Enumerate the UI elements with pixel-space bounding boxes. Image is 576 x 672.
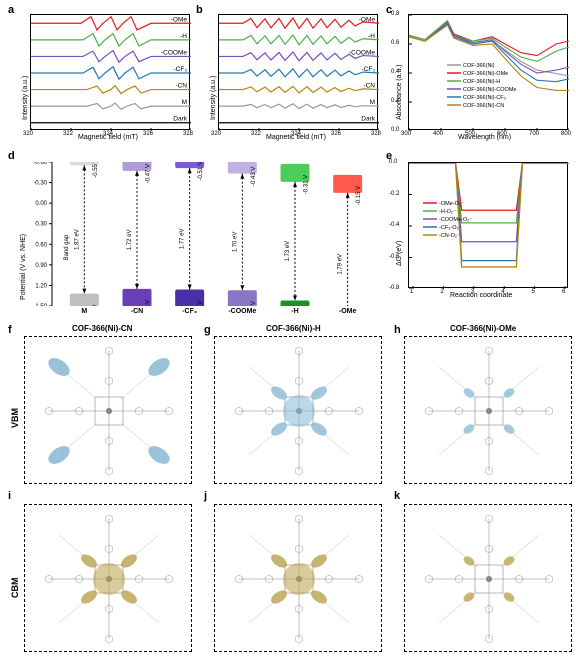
ylabel-a: Intensity (a.u.) bbox=[22, 76, 29, 120]
svg-text:1.50: 1.50 bbox=[35, 304, 47, 306]
svg-text:1.32 V: 1.32 V bbox=[93, 305, 99, 306]
svg-text:1.27 V: 1.27 V bbox=[251, 301, 257, 306]
svg-text:M: M bbox=[182, 99, 187, 106]
svg-text:-CN: -CN bbox=[363, 83, 375, 90]
ylabel-c: Absorbance (a.u.) bbox=[396, 64, 403, 120]
svg-text:0.60: 0.60 bbox=[35, 242, 47, 248]
svg-text:-COOMe: -COOMe bbox=[349, 49, 375, 56]
svg-text:-0.30: -0.30 bbox=[34, 181, 48, 187]
svg-text:-H: -H bbox=[180, 33, 187, 40]
epr-plot-b: -OMe-H-COOMe-CF₃-CNMDark320322324326328 bbox=[218, 14, 378, 130]
svg-text:-0.15 V: -0.15 V bbox=[356, 186, 362, 205]
title-g: COF-366(Ni)-H bbox=[266, 324, 321, 333]
mol-panel-j bbox=[214, 504, 382, 652]
label-h: h bbox=[394, 324, 401, 336]
mol-panel-f bbox=[24, 336, 192, 484]
svg-text:-0.43 V: -0.43 V bbox=[251, 167, 257, 186]
row-vbm: VBM bbox=[10, 408, 20, 428]
svg-text:COF-366(Ni)-H: COF-366(Ni)-H bbox=[463, 79, 500, 85]
row-cbm: CBM bbox=[10, 578, 20, 599]
svg-text:-OMe: -OMe bbox=[359, 16, 376, 23]
svg-text:COF-366(Ni)-CN: COF-366(Ni)-CN bbox=[463, 103, 504, 109]
uvvis-plot: COF-366(Ni) COF-366(Ni)-OMe COF-366(Ni)-H C… bbox=[408, 14, 568, 130]
svg-text:-CF₃: -CF₃ bbox=[174, 66, 188, 73]
band-diagram: -0.60 -0.30 0.00 0.30 0.60 0.90 1.20 1.50 -0.55 … bbox=[34, 162, 380, 306]
svg-text:COF-366(Ni): COF-366(Ni) bbox=[463, 63, 495, 69]
xlabel-c: Wavelength (nm) bbox=[458, 134, 511, 141]
label-a: a bbox=[8, 4, 14, 16]
svg-text:1.73 eV: 1.73 eV bbox=[285, 241, 291, 262]
ylabel-d: Potential (V vs. NHE) bbox=[20, 234, 27, 300]
mol-panel-k bbox=[404, 504, 572, 652]
dg-plot: -OMe-O₂⁻-H-O₂⁻-COOMe-O₂⁻-CF₃-O₂⁻-CN-O₂⁻1… bbox=[408, 162, 568, 288]
mol-panel-h bbox=[404, 336, 572, 484]
svg-text:1.79 eV: 1.79 eV bbox=[338, 254, 344, 275]
label-g: g bbox=[204, 324, 211, 336]
label-j: j bbox=[204, 490, 207, 502]
svg-text:-CF₃: -CF₃ bbox=[362, 66, 376, 73]
svg-text:-OMe: -OMe bbox=[171, 16, 188, 23]
ylabel-e: ΔG (eV) bbox=[396, 241, 403, 266]
label-d: d bbox=[8, 150, 15, 162]
svg-text:1.87 eV: 1.87 eV bbox=[74, 229, 80, 250]
mol-panel-i bbox=[24, 504, 192, 652]
xlabel-b: Magnetic field (mT) bbox=[266, 134, 326, 141]
epr-plot-a: -OMe-H-COOMe-CF₃-CNMDark320322324326328 bbox=[30, 14, 190, 130]
svg-text:1.20: 1.20 bbox=[35, 283, 47, 289]
svg-text:1.25 V: 1.25 V bbox=[145, 300, 151, 306]
svg-text:-0.31 V: -0.31 V bbox=[303, 175, 309, 194]
svg-text:Dark: Dark bbox=[173, 116, 187, 123]
xlabel-e: Reaction coordinate bbox=[450, 292, 512, 299]
svg-text:1.70 eV: 1.70 eV bbox=[232, 232, 238, 253]
label-f: f bbox=[8, 324, 12, 336]
ylabel-b: Intensity (a.u.) bbox=[210, 76, 217, 120]
label-i: i bbox=[8, 490, 11, 502]
mol-panel-g bbox=[214, 336, 382, 484]
svg-text:Dark: Dark bbox=[361, 116, 375, 123]
svg-text:-CF₃-O₂⁻: -CF₃-O₂⁻ bbox=[439, 225, 462, 231]
svg-text:0.00: 0.00 bbox=[35, 201, 47, 207]
xlabel-a: Magnetic field (mT) bbox=[78, 134, 138, 141]
svg-text:COF-366(Ni)-OMe: COF-366(Ni)-OMe bbox=[463, 71, 508, 77]
title-f: COF-366(Ni)-CN bbox=[72, 324, 132, 333]
svg-text:-COOMe-O₂⁻: -COOMe-O₂⁻ bbox=[439, 217, 472, 223]
svg-text:1.26 V: 1.26 V bbox=[198, 301, 204, 306]
svg-text:0.90: 0.90 bbox=[35, 263, 47, 269]
svg-text:-0.47 V: -0.47 V bbox=[145, 164, 151, 183]
svg-text:-H-O₂⁻: -H-O₂⁻ bbox=[439, 209, 456, 215]
svg-text:-0.51 V: -0.51 V bbox=[198, 162, 204, 181]
svg-text:-COOMe: -COOMe bbox=[161, 49, 187, 56]
svg-text:-0.60: -0.60 bbox=[34, 162, 48, 166]
svg-text:-CN: -CN bbox=[175, 83, 187, 90]
label-k: k bbox=[394, 490, 400, 502]
svg-text:0.30: 0.30 bbox=[35, 222, 47, 228]
svg-text:1.77 eV: 1.77 eV bbox=[180, 229, 186, 250]
svg-text:Band gap: Band gap bbox=[64, 234, 70, 260]
svg-text:1.72 eV: 1.72 eV bbox=[127, 230, 133, 251]
svg-text:M: M bbox=[370, 99, 375, 106]
svg-text:-0.55 V: -0.55 V bbox=[93, 162, 99, 178]
svg-text:-CN-O₂⁻: -CN-O₂⁻ bbox=[439, 233, 460, 239]
svg-text:-OMe-O₂⁻: -OMe-O₂⁻ bbox=[439, 201, 464, 207]
title-h: COF-366(Ni)-OMe bbox=[450, 324, 516, 333]
svg-text:-H: -H bbox=[368, 33, 375, 40]
label-b: b bbox=[196, 4, 203, 16]
svg-text:COF-366(Ni)-CF₃: COF-366(Ni)-CF₃ bbox=[463, 95, 506, 101]
svg-text:COF-366(Ni)-COOMe: COF-366(Ni)-COOMe bbox=[463, 87, 516, 93]
